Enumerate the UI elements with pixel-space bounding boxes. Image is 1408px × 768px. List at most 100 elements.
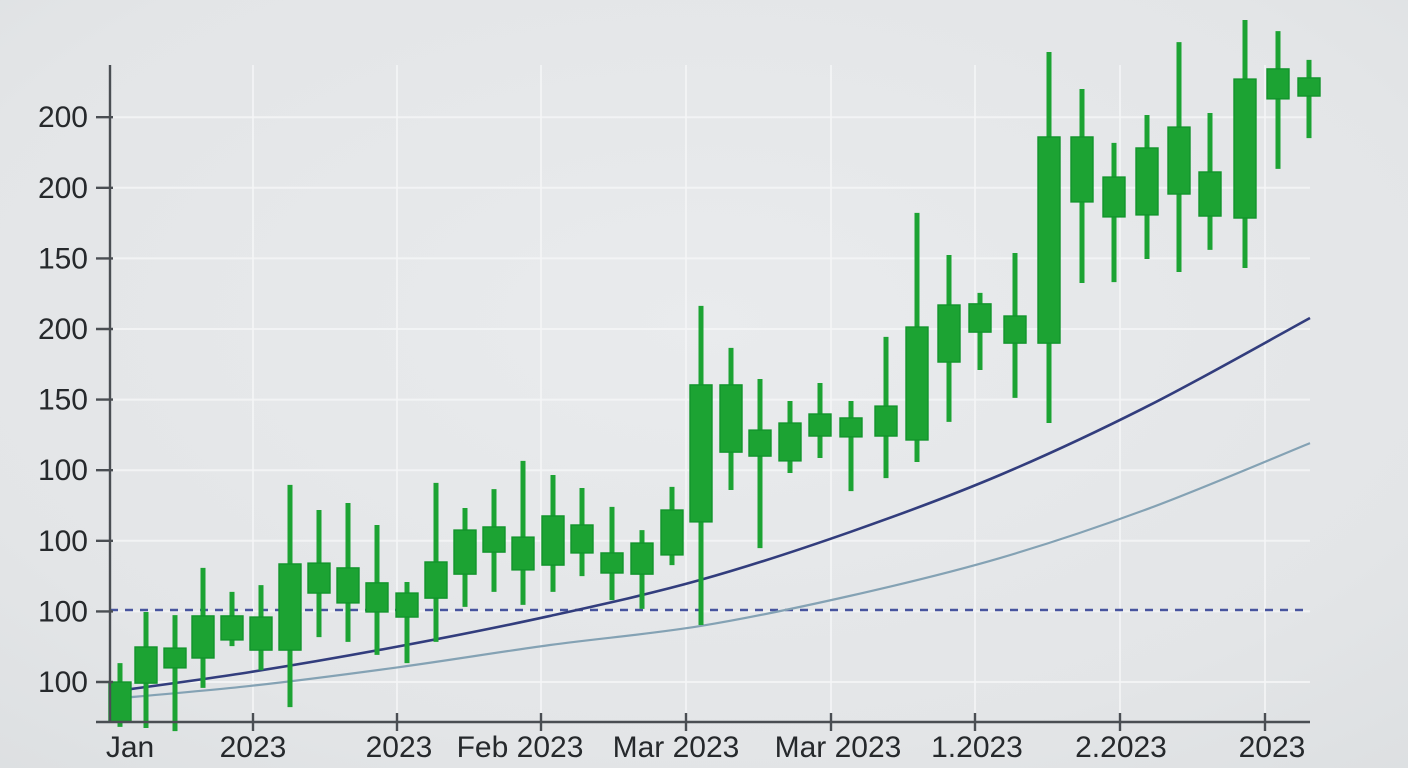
- candle: [1003, 253, 1027, 398]
- candle: [1198, 112, 1222, 250]
- candle-body: [307, 562, 331, 594]
- candle: [1167, 42, 1191, 272]
- x-axis-label: 2.2023: [1075, 731, 1167, 764]
- candle-body: [365, 582, 389, 613]
- candle-body: [1135, 147, 1159, 216]
- candle-body: [630, 542, 654, 575]
- candle-body: [778, 422, 802, 462]
- candle: [134, 611, 158, 729]
- candle: [365, 524, 389, 655]
- candle-body: [336, 567, 360, 604]
- candle-body: [1167, 126, 1191, 195]
- x-axis-label: Mar 2023: [775, 731, 902, 764]
- candle: [689, 305, 713, 625]
- candle: [1297, 59, 1321, 139]
- y-axis-label: 100: [38, 595, 88, 628]
- candle-body: [278, 563, 302, 651]
- candle-body: [191, 615, 215, 659]
- candle: [249, 585, 273, 671]
- candle-body: [689, 384, 713, 523]
- candle: [660, 486, 684, 566]
- candle: [839, 401, 863, 492]
- candle-body: [541, 515, 565, 566]
- candle: [808, 382, 832, 459]
- candle: [874, 336, 898, 479]
- candle-body: [874, 405, 898, 437]
- axes: [96, 65, 1310, 731]
- candle-body: [839, 417, 863, 438]
- candle: [278, 484, 302, 708]
- candle: [748, 378, 772, 549]
- candle-body: [968, 303, 992, 333]
- candle-body: [719, 384, 743, 453]
- candle: [778, 401, 802, 474]
- x-axis-label: Feb 2023: [457, 731, 584, 764]
- candle-body: [395, 592, 419, 618]
- candle: [1233, 20, 1257, 269]
- candle-body: [570, 524, 594, 554]
- candle: [937, 255, 961, 422]
- candle: [719, 347, 743, 490]
- candle-body: [748, 429, 772, 457]
- trend-line-light: [109, 442, 1311, 701]
- candle-body: [1233, 78, 1257, 219]
- candle: [336, 502, 360, 642]
- y-axis-label: 100: [38, 525, 88, 558]
- candle: [1070, 88, 1094, 283]
- y-axis-label: 150: [38, 242, 88, 275]
- y-axis-label: 200: [38, 313, 88, 346]
- candle-body: [1102, 176, 1126, 218]
- candle: [191, 567, 215, 688]
- candle-body: [424, 561, 448, 599]
- candle: [905, 212, 929, 463]
- candle: [1135, 114, 1159, 259]
- candle: [630, 530, 654, 609]
- candle: [453, 508, 477, 607]
- candle-body: [1070, 136, 1094, 203]
- candle-body: [249, 616, 273, 651]
- y-axis-label: 100: [38, 666, 88, 699]
- x-axis-label: 2023: [220, 731, 287, 764]
- candle-body: [1266, 68, 1290, 100]
- candle-body: [220, 615, 244, 641]
- candle: [108, 663, 132, 727]
- y-axis-label: 100: [38, 454, 88, 487]
- x-axis-label: Mar 2023: [613, 731, 740, 764]
- candle: [163, 615, 187, 732]
- candle-body: [511, 536, 535, 571]
- candle: [968, 292, 992, 370]
- candle: [1266, 31, 1290, 169]
- candle-body: [1037, 136, 1061, 344]
- y-axis-label: 200: [38, 101, 88, 134]
- candle: [307, 510, 331, 638]
- candle-body: [453, 529, 477, 575]
- y-axis-label: 200: [38, 172, 88, 205]
- candle-body: [163, 647, 187, 669]
- x-axis-label: 2023: [1239, 731, 1306, 764]
- candle-body: [937, 304, 961, 363]
- candle-body: [1003, 315, 1027, 344]
- candles: [108, 20, 1321, 732]
- candle-body: [600, 552, 624, 574]
- x-axis-label: Jan: [106, 731, 154, 764]
- candle: [570, 487, 594, 577]
- axis-labels: 200 200 150 200 150 100 100 100 100 Jan 2023 2023 Fe…: [38, 101, 1305, 764]
- x-axis-label: 1.2023: [931, 731, 1023, 764]
- candle-body: [660, 509, 684, 556]
- candle: [220, 591, 244, 647]
- candle: [511, 460, 535, 605]
- candle-body: [808, 413, 832, 437]
- candle-body: [482, 526, 506, 553]
- candle: [1037, 51, 1061, 424]
- candle: [424, 482, 448, 642]
- candle-body: [134, 646, 158, 684]
- candle: [482, 489, 506, 592]
- candle-body: [905, 326, 929, 441]
- candle: [600, 506, 624, 601]
- candle: [1102, 142, 1126, 283]
- y-axis-label: 150: [38, 384, 88, 417]
- candle-body: [1198, 171, 1222, 217]
- candle: [395, 582, 419, 664]
